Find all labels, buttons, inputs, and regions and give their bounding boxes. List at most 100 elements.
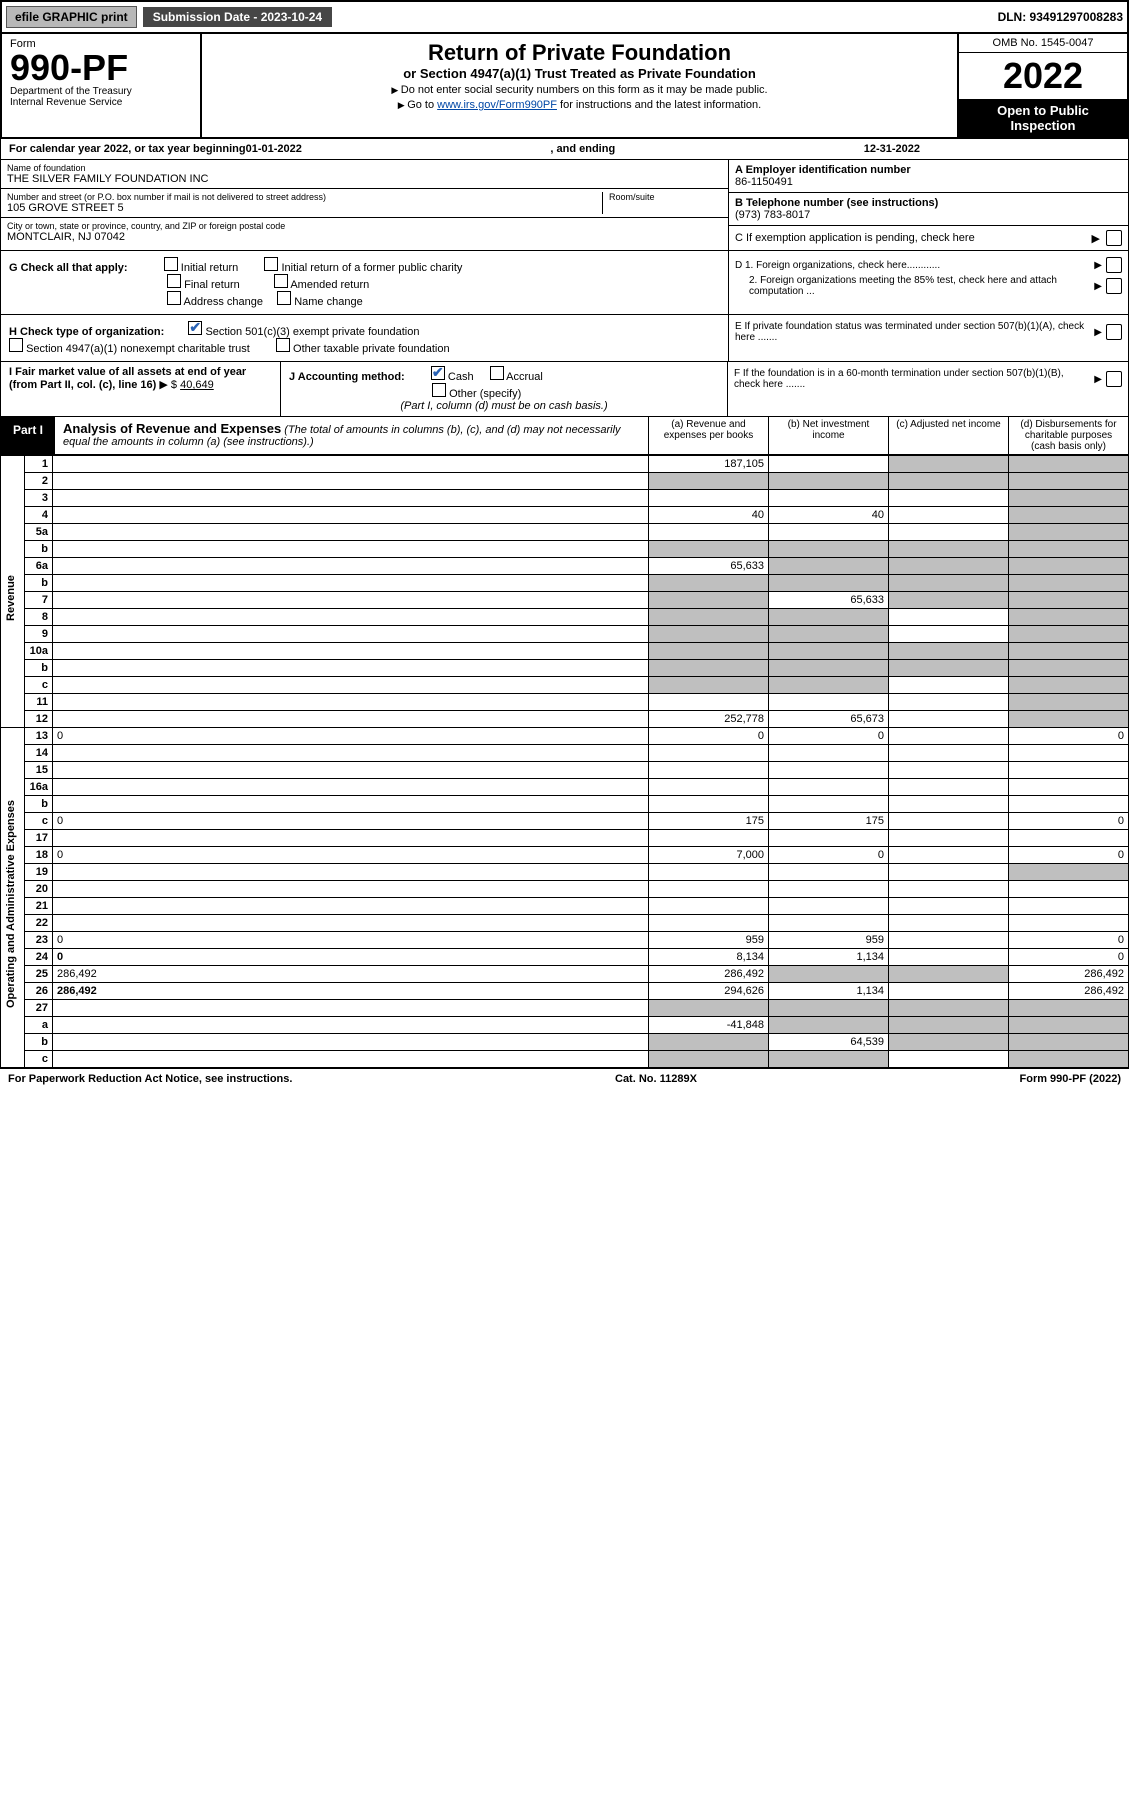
col-b-amount [769,830,889,847]
table-row: 11 [1,694,1129,711]
arrow-icon: ▶ $ [159,379,180,391]
507b1b-checkbox[interactable] [1106,371,1122,387]
address-change-checkbox[interactable] [167,291,181,305]
part1-header: Part I Analysis of Revenue and Expenses … [0,417,1129,455]
line-description [53,490,649,507]
col-c-amount [889,473,1009,490]
col-c-amount [889,626,1009,643]
4947-checkbox[interactable] [9,338,23,352]
f-label: F If the foundation is in a 60-month ter… [734,368,1090,390]
col-a-amount: 175 [649,813,769,830]
col-b-amount [769,660,889,677]
col-b-amount [769,762,889,779]
final-return-checkbox[interactable] [167,274,181,288]
col-d-amount [1009,592,1129,609]
table-row: 6a65,633 [1,558,1129,575]
col-c-amount [889,677,1009,694]
line-number: c [25,677,53,694]
table-row: c01751750 [1,813,1129,830]
name-label: Name of foundation [7,163,722,173]
foreign-org-checkbox[interactable] [1106,257,1122,273]
col-d-amount [1009,609,1129,626]
col-d-amount: 0 [1009,949,1129,966]
col-b-amount [769,898,889,915]
accrual-checkbox[interactable] [490,366,504,380]
col-c-amount [889,643,1009,660]
col-b-amount: 0 [769,728,889,745]
col-b-amount: 175 [769,813,889,830]
city-label: City or town, state or province, country… [7,221,722,231]
other-taxable-checkbox[interactable] [276,338,290,352]
col-b-amount [769,1000,889,1017]
col-b-amount [769,915,889,932]
col-a-header: (a) Revenue and expenses per books [648,417,768,454]
col-b-amount [769,473,889,490]
table-row: 2309599590 [1,932,1129,949]
col-a-amount [649,660,769,677]
cash-checkbox[interactable] [431,366,445,380]
checks-g-block: G Check all that apply: Initial return I… [0,251,1129,315]
col-c-amount [889,575,1009,592]
foreign-85-checkbox[interactable] [1106,278,1122,294]
tax-year-end: 12-31-2022 [864,143,920,155]
arrow-icon: ▶ [1094,327,1102,338]
col-a-amount [649,864,769,881]
col-b-amount [769,609,889,626]
col-d-amount [1009,796,1129,813]
col-d-amount: 0 [1009,932,1129,949]
table-row: b64,539 [1,1034,1129,1051]
table-row: Revenue1187,105 [1,456,1129,473]
other-method-checkbox[interactable] [432,383,446,397]
col-a-amount [649,609,769,626]
col-d-amount [1009,711,1129,728]
col-a-amount [649,592,769,609]
col-b-amount [769,745,889,762]
table-row: 2408,1341,1340 [1,949,1129,966]
form990pf-link[interactable]: www.irs.gov/Form990PF [437,99,557,111]
amended-return-checkbox[interactable] [274,274,288,288]
501c3-checkbox[interactable] [188,321,202,335]
table-row: 25286,492286,492286,492 [1,966,1129,983]
arrow-icon: ▶ [1094,281,1102,292]
line-description [53,575,649,592]
line-description [53,745,649,762]
table-row: 765,633 [1,592,1129,609]
name-change-checkbox[interactable] [277,291,291,305]
col-a-amount: 0 [649,728,769,745]
col-a-amount: 7,000 [649,847,769,864]
line-description [53,830,649,847]
arrow-icon: ▶ [1094,374,1102,385]
col-d-amount [1009,660,1129,677]
initial-former-checkbox[interactable] [264,257,278,271]
line-description: 286,492 [53,966,649,983]
line-number: 10a [25,643,53,660]
col-d-amount [1009,575,1129,592]
col-d-amount [1009,1000,1129,1017]
col-a-amount [649,473,769,490]
table-row: 17 [1,830,1129,847]
col-c-amount [889,966,1009,983]
table-row: c [1,1051,1129,1068]
col-d-amount [1009,694,1129,711]
line-description [53,881,649,898]
col-b-amount [769,1017,889,1034]
irs-text: Internal Revenue Service [10,97,192,108]
507b1a-checkbox[interactable] [1106,324,1122,340]
efile-print-button[interactable]: efile GRAPHIC print [6,6,137,28]
initial-return-checkbox[interactable] [164,257,178,271]
line-description [53,558,649,575]
part1-table: Revenue1187,10523440405ab6a65,633b765,63… [0,455,1129,1068]
phone-label: B Telephone number (see instructions) [735,197,1122,209]
part1-tag: Part I [1,417,55,454]
exemption-pending-checkbox[interactable] [1106,230,1122,246]
line-number: 22 [25,915,53,932]
line-number: b [25,1034,53,1051]
line-description: 0 [53,728,649,745]
line-number: 25 [25,966,53,983]
arrow-icon: ▶ [1094,260,1102,271]
col-a-amount [649,898,769,915]
table-row: b [1,541,1129,558]
line-description [53,609,649,626]
col-c-amount [889,915,1009,932]
col-b-header: (b) Net investment income [768,417,888,454]
